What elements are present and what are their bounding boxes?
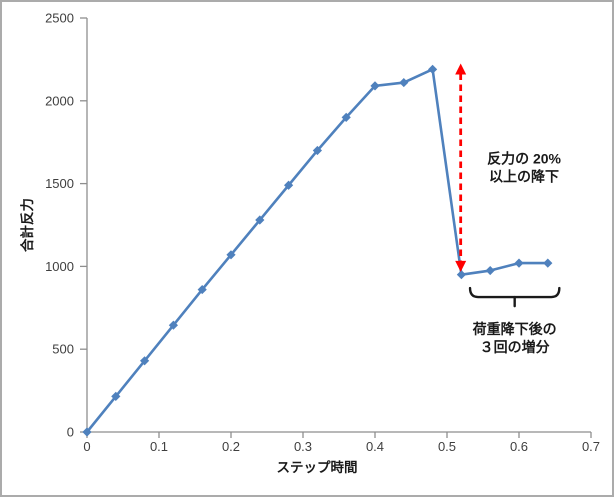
y-tick-label: 2500	[45, 11, 74, 26]
drop-annotation-line: 以上の降下	[489, 168, 559, 184]
data-point-marker	[341, 112, 351, 122]
x-tick-label: 0.5	[438, 439, 456, 454]
data-series	[82, 64, 553, 437]
data-point-marker	[456, 270, 466, 280]
data-point-marker	[514, 258, 524, 268]
x-axis-title: ステップ時間	[277, 459, 358, 475]
data-point-marker	[428, 64, 438, 74]
brace-annotation-line: ３回の増分	[480, 339, 550, 355]
x-tick-label: 0.7	[582, 439, 600, 454]
y-axis-title: 合計反力	[19, 198, 35, 252]
data-point-marker	[140, 356, 150, 366]
x-tick-label: 0.3	[294, 439, 312, 454]
data-point-marker	[111, 391, 121, 401]
x-tick-label: 0.1	[150, 439, 168, 454]
data-point-marker	[82, 427, 92, 437]
data-point-marker	[312, 145, 322, 156]
arrow-head-down	[455, 260, 467, 272]
brace-annotation-line: 荷重降下後の	[472, 321, 557, 337]
y-tick-label: 500	[52, 342, 74, 357]
x-tick-label: 0.2	[222, 439, 240, 454]
axes: 0 500 1000 1500 2000 2500 0 0.1 0.2 0.3 0.4 0.5 0.6 0…	[45, 11, 600, 455]
y-tick-label: 2000	[45, 93, 74, 108]
x-tick-label: 0	[83, 439, 90, 454]
series-line	[85, 68, 550, 434]
data-point-marker	[168, 320, 178, 330]
arrow-head-up	[455, 63, 467, 75]
brace	[468, 286, 561, 299]
y-tick-label: 1500	[45, 176, 74, 191]
data-point-marker	[284, 180, 294, 190]
data-point-marker	[399, 77, 409, 88]
data-point-marker	[370, 81, 380, 91]
y-tick-label: 1000	[45, 259, 74, 274]
x-tick-label: 0.4	[366, 439, 384, 454]
data-point-marker	[543, 258, 553, 268]
y-tick-label: 0	[67, 425, 74, 440]
x-tick-label: 0.6	[510, 439, 528, 454]
data-point-marker	[485, 265, 495, 276]
data-point-marker	[255, 215, 265, 225]
data-point-marker	[197, 284, 207, 295]
drop-annotation-line: 反力の 20%	[487, 150, 561, 166]
